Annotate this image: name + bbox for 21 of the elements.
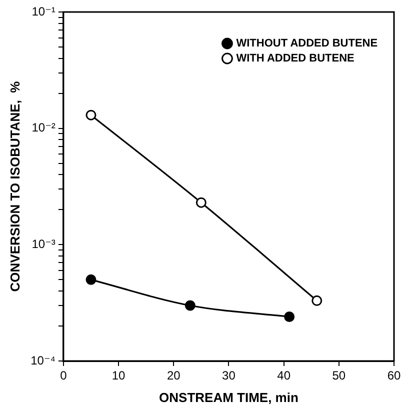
x-tick-label: 10 [112, 368, 126, 383]
point [184, 300, 196, 311]
x-tick-label: 60 [387, 368, 401, 383]
y-tick-label: 10⁻³ [32, 236, 56, 251]
point [86, 274, 96, 285]
point [284, 312, 295, 322]
point [196, 197, 206, 208]
x-tick-label: 50 [332, 368, 346, 383]
legend-label: WITH ADDED BUTENE [236, 52, 354, 65]
point [86, 110, 96, 120]
x-axis-title: ONSTREAM TIME, min [159, 390, 298, 405]
y-tick-label: 10⁻² [32, 120, 56, 135]
x-tick-label: 30 [222, 368, 236, 383]
y-tick-label: 10⁻¹ [32, 4, 56, 18]
x-tick-label: 40 [277, 368, 291, 383]
point [312, 295, 322, 306]
legend-label: WITHOUT ADDED BUTENE [236, 38, 378, 50]
y-axis-title: CONVERSION TO ISOBUTANE, % [7, 80, 22, 292]
y-tick-label: 10⁻⁴ [30, 353, 56, 368]
x-tick-label: 0 [60, 368, 68, 383]
x-tick-label: 20 [166, 368, 181, 383]
